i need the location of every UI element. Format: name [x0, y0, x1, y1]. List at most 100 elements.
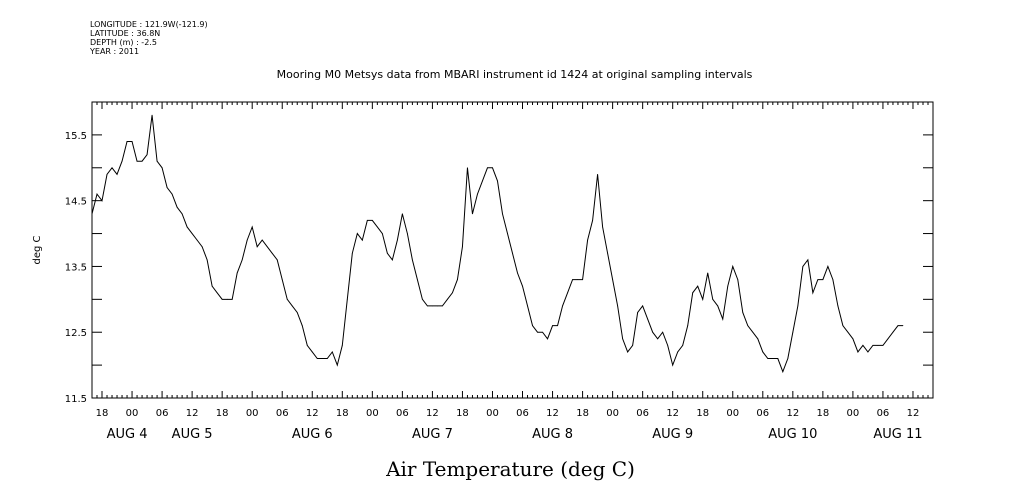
data-point [211, 285, 213, 287]
data-point [266, 246, 268, 248]
data-point [421, 298, 423, 300]
data-point [707, 272, 709, 274]
data-point [827, 266, 829, 267]
data-point [477, 193, 478, 195]
data-point [156, 160, 158, 162]
data-point [687, 325, 689, 327]
data-point [311, 351, 313, 353]
data-point [682, 344, 684, 346]
data-point [291, 305, 293, 307]
data-point [712, 298, 714, 300]
x-day-label: AUG 7 [412, 427, 453, 442]
data-point [542, 331, 543, 333]
data-point [447, 298, 448, 300]
data-point [442, 305, 443, 307]
x-tick-label: 18 [817, 408, 830, 419]
plot-frame [91, 101, 934, 399]
data-point [381, 233, 383, 234]
data-point [702, 298, 704, 300]
data-point [787, 358, 789, 359]
data-point [271, 252, 273, 254]
x-tick-label: 00 [126, 408, 139, 419]
data-point [677, 351, 679, 353]
data-point [116, 173, 118, 175]
data-point [822, 279, 824, 280]
data-point [151, 114, 153, 116]
y-tick-label: 13.5 [65, 262, 87, 273]
data-point [341, 344, 343, 346]
y-tick-label: 12.5 [65, 328, 87, 339]
data-point [416, 279, 418, 280]
x-tick-label: 12 [546, 408, 559, 419]
data-point [587, 239, 588, 241]
data-point [852, 338, 854, 340]
data-point [577, 279, 578, 280]
data-point [597, 173, 598, 175]
x-tick-label: 18 [96, 408, 109, 419]
data-point [241, 259, 243, 261]
data-point [91, 213, 93, 215]
data-point [772, 358, 774, 359]
y-axis: 11.5 12.5 13.5 14.5 15.5 [65, 101, 933, 405]
data-point [351, 252, 353, 254]
x-tick-label: 12 [306, 408, 319, 419]
data-point [897, 325, 899, 327]
data-point [507, 233, 508, 234]
data-point [562, 305, 563, 307]
data-point [366, 220, 368, 221]
data-point [777, 358, 779, 359]
data-point [812, 292, 814, 294]
data-point [632, 344, 634, 346]
data-point [662, 331, 664, 333]
x-day-label: AUG 5 [172, 427, 213, 442]
data-point [602, 226, 604, 228]
x-tick-label: 00 [366, 408, 379, 419]
data-point [472, 213, 473, 215]
metadata-block: LONGITUDE : 121.9W(-121.9) LATITUDE : 36… [90, 20, 208, 56]
data-point [306, 344, 308, 346]
data-point [727, 285, 729, 287]
x-tick-label: 06 [636, 408, 649, 419]
x-tick-label: 12 [186, 408, 199, 419]
data-point [627, 351, 629, 353]
data-point [106, 173, 108, 175]
data-point [757, 338, 759, 340]
x-tick-label: 18 [576, 408, 589, 419]
data-point [882, 344, 884, 346]
data-point [231, 298, 233, 300]
data-point [331, 351, 333, 353]
x-tick-label: 06 [756, 408, 769, 419]
x-tick-label: 06 [156, 408, 169, 419]
data-point [657, 338, 659, 340]
data-point [246, 239, 248, 241]
data-point [316, 358, 318, 359]
data-point [762, 351, 764, 353]
data-point [191, 233, 193, 234]
data-point [837, 305, 839, 307]
data-point [261, 239, 263, 241]
data-point [131, 141, 133, 142]
data-point [692, 292, 694, 294]
data-point [557, 325, 558, 327]
data-point [792, 331, 794, 333]
x-tick-label: 18 [456, 408, 469, 419]
data-point [467, 167, 468, 169]
data-point [767, 358, 769, 359]
x-tick-label: 18 [336, 408, 349, 419]
x-tick-label: 12 [426, 408, 439, 419]
y-tick-label: 11.5 [65, 394, 87, 405]
data-point [492, 167, 493, 169]
data-point [361, 239, 363, 241]
x-day-label: AUG 10 [768, 427, 817, 442]
data-point [111, 167, 113, 169]
data-point [141, 160, 143, 162]
data-point [782, 371, 784, 373]
data-point [892, 331, 894, 333]
x-day-label: AUG 6 [292, 427, 333, 442]
data-point [386, 252, 388, 254]
data-point [502, 213, 503, 215]
data-point [171, 193, 173, 195]
data-point [752, 331, 754, 333]
data-point [667, 344, 669, 346]
data-point [857, 351, 859, 353]
